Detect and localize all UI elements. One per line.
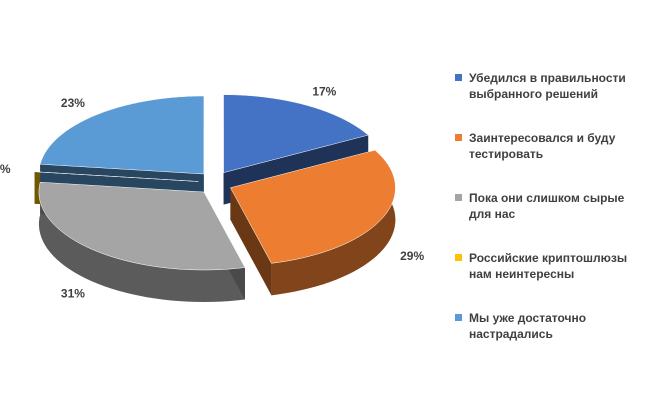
data-label: 29%	[400, 249, 424, 263]
legend-swatch	[455, 134, 462, 141]
legend-item: Убедился в правильности выбранного решен…	[455, 70, 645, 130]
pie-plot: 17% 29% 31% 0% 23%	[0, 84, 424, 303]
legend-label: Заинтересовался и буду тестировать	[469, 131, 616, 161]
legend-label: Мы уже достаточно настрадались	[469, 311, 587, 341]
data-label: 0%	[0, 162, 11, 176]
data-label: 17%	[312, 84, 336, 98]
legend-item: Заинтересовался и буду тестировать	[455, 130, 645, 190]
legend-label: Пока они слишком сырые для нас	[469, 191, 625, 221]
slice-side	[271, 150, 396, 296]
legend-item: Пока они слишком сырые для нас	[455, 190, 645, 250]
slice	[39, 95, 205, 175]
slice	[230, 149, 396, 264]
slice-tops	[34, 94, 396, 271]
slice	[223, 94, 369, 173]
legend-swatch	[455, 194, 462, 201]
slice-side	[38, 182, 245, 303]
legend-item: Российские криптошлюзы нам неинтересны	[455, 250, 645, 310]
slice-wall	[230, 187, 272, 296]
legend: Убедился в правильности выбранного решен…	[455, 70, 645, 370]
legend-swatch	[455, 74, 462, 81]
slice	[38, 181, 246, 271]
legend-swatch	[455, 254, 462, 261]
legend-label: Убедился в правильности выбранного решен…	[469, 71, 626, 101]
legend-item: Мы уже достаточно настрадались	[455, 310, 645, 370]
legend-swatch	[455, 314, 462, 321]
legend-label: Российские криптошлюзы нам неинтересны	[469, 251, 628, 281]
data-label: 23%	[61, 96, 85, 110]
data-label: 31%	[61, 286, 85, 300]
